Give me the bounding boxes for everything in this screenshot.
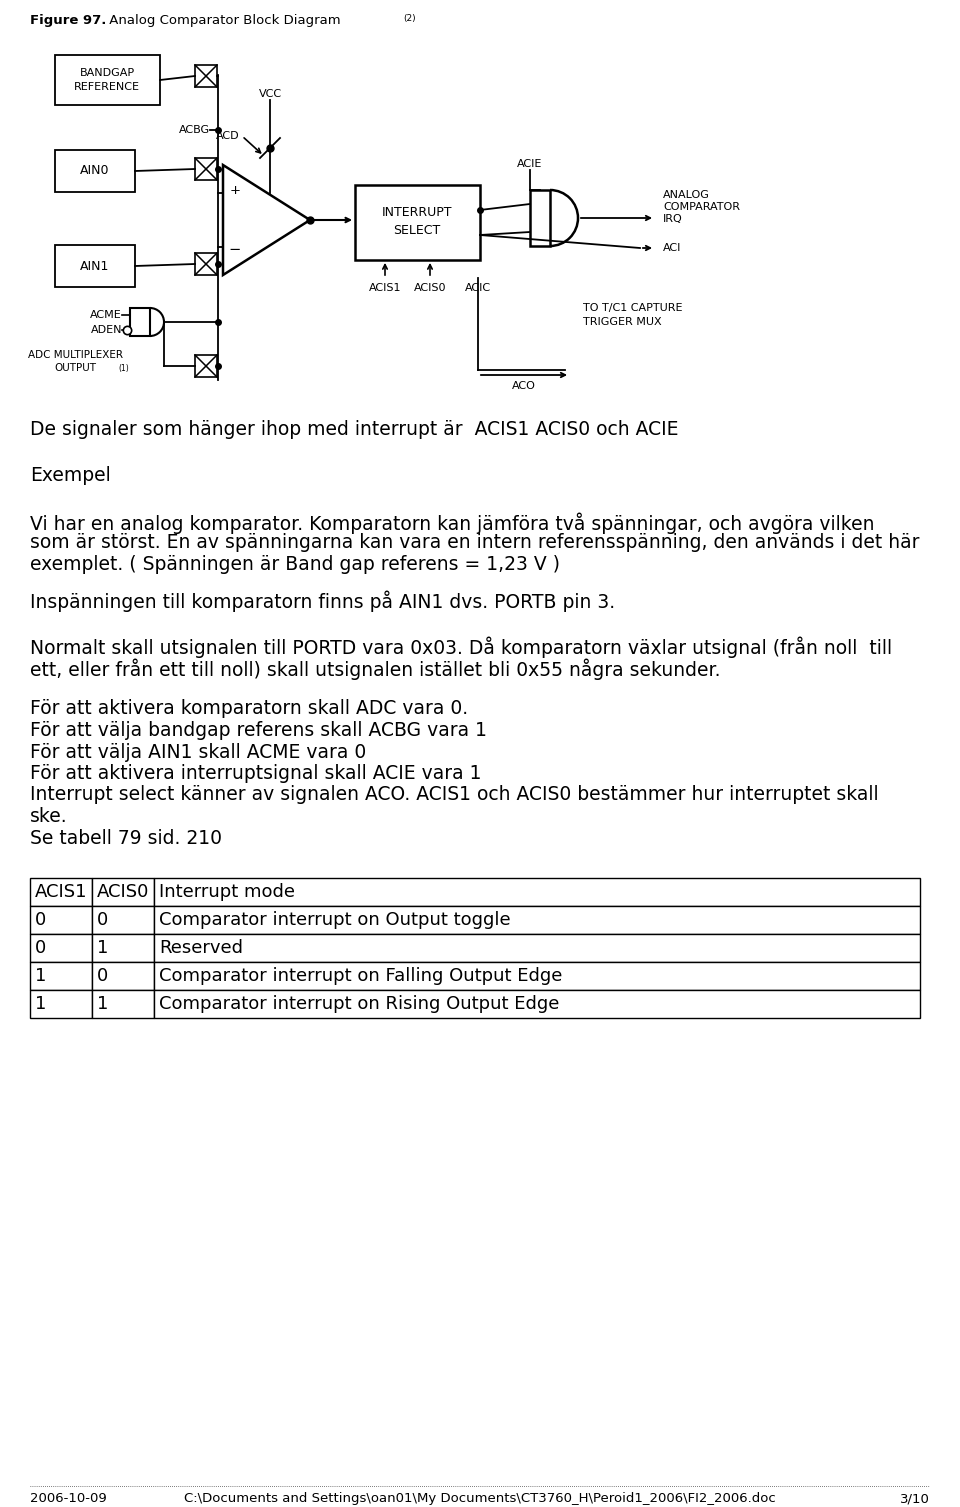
Text: För att aktivera komparatorn skall ADC vara 0.: För att aktivera komparatorn skall ADC v… [30,699,468,719]
Text: C:\Documents and Settings\oan01\My Documents\CT3760_H\Peroid1_2006\FI2_2006.doc: C:\Documents and Settings\oan01\My Docum… [184,1492,776,1505]
Bar [154,879,920,906]
Text: COMPARATOR: COMPARATOR [663,202,740,212]
Text: ADC MULTIPLEXER: ADC MULTIPLEXER [28,350,123,360]
Bar [195,65,217,87]
Bar [30,906,92,934]
Text: Se tabell 79 sid. 210: Se tabell 79 sid. 210 [30,829,222,847]
Text: 1: 1 [97,939,108,957]
Text: Reserved: Reserved [159,939,243,957]
Text: För att välja bandgap referens skall ACBG vara 1: För att välja bandgap referens skall ACB… [30,720,487,740]
Text: ske.: ske. [30,808,67,826]
Text: Figure 97.: Figure 97. [30,14,107,27]
Text: För att aktivera interruptsignal skall ACIE vara 1: För att aktivera interruptsignal skall A… [30,764,482,784]
Text: Inspänningen till komparatorn finns på AIN1 dvs. PORTB pin 3.: Inspänningen till komparatorn finns på A… [30,591,615,612]
Text: Vi har en analog komparator. Komparatorn kan jämföra två spänningar, och avgöra : Vi har en analog komparator. Komparatorn… [30,512,875,533]
Bar [92,906,154,934]
Text: Comparator interrupt on Falling Output Edge: Comparator interrupt on Falling Output E… [159,967,563,986]
Text: 2006-10-09: 2006-10-09 [30,1492,107,1505]
Text: ANALOG: ANALOG [663,190,709,200]
Text: ACIS0: ACIS0 [414,283,446,292]
Text: 1: 1 [35,967,46,986]
Text: 1: 1 [97,995,108,1013]
Text: INTERRUPT: INTERRUPT [382,205,452,219]
Bar [355,185,480,261]
Bar [130,307,150,336]
Text: BANDGAP: BANDGAP [80,68,134,78]
Text: Exempel: Exempel [30,466,110,485]
Bar [154,906,920,934]
Text: ACIS1: ACIS1 [35,883,87,901]
Text: Normalt skall utsignalen till PORTD vara 0x03. Då komparatorn växlar utsignal (f: Normalt skall utsignalen till PORTD vara… [30,636,892,659]
Text: som är störst. En av spänningarna kan vara en intern referensspänning, den använ: som är störst. En av spänningarna kan va… [30,533,920,553]
Text: 0: 0 [35,939,46,957]
Bar [195,356,217,377]
Text: exemplet. ( Spänningen är Band gap referens = 1,23 V ): exemplet. ( Spänningen är Band gap refer… [30,555,560,574]
Bar [30,934,92,961]
Text: TO T/C1 CAPTURE: TO T/C1 CAPTURE [583,303,683,313]
Text: ADEN: ADEN [90,326,122,335]
Text: 1: 1 [35,995,46,1013]
Bar [92,934,154,961]
Bar [92,961,154,990]
Text: (2): (2) [403,14,416,23]
Bar [154,961,920,990]
Text: +: + [229,184,241,197]
Bar [195,158,217,179]
Text: Analog Comparator Block Diagram: Analog Comparator Block Diagram [105,14,341,27]
Text: Interrupt select känner av signalen ACO. ACIS1 och ACIS0 bestämmer hur interrupt: Interrupt select känner av signalen ACO.… [30,785,878,805]
Bar [30,961,92,990]
Text: OUTPUT: OUTPUT [54,363,96,374]
Text: Comparator interrupt on Output toggle: Comparator interrupt on Output toggle [159,912,511,928]
Bar [30,879,92,906]
Bar [154,990,920,1019]
Text: AIN1: AIN1 [81,259,109,273]
Text: ett, eller från ett till noll) skall utsignalen istället bli 0x55 några sekunder: ett, eller från ett till noll) skall uts… [30,659,721,680]
Bar [55,151,135,191]
Text: För att välja AIN1 skall ACME vara 0: För att välja AIN1 skall ACME vara 0 [30,743,367,761]
Text: REFERENCE: REFERENCE [74,81,140,92]
Text: (1): (1) [118,365,129,374]
Text: TRIGGER MUX: TRIGGER MUX [583,316,661,327]
Bar [530,190,550,246]
Text: Comparator interrupt on Rising Output Edge: Comparator interrupt on Rising Output Ed… [159,995,560,1013]
Text: ACIE: ACIE [517,160,542,169]
Text: De signaler som hänger ihop med interrupt är  ACIS1 ACIS0 och ACIE: De signaler som hänger ihop med interrup… [30,420,679,439]
Text: ACBG: ACBG [179,125,210,136]
Text: ACIS0: ACIS0 [97,883,150,901]
Text: ACIC: ACIC [465,283,492,292]
Text: ACIS1: ACIS1 [369,283,401,292]
Bar [92,990,154,1019]
Text: 0: 0 [35,912,46,928]
Bar [55,54,160,105]
Text: SELECT: SELECT [394,223,441,237]
Bar [30,990,92,1019]
Text: ACI: ACI [663,243,682,253]
Text: IRQ: IRQ [663,214,683,225]
Text: ACO: ACO [512,381,536,390]
Text: ACD: ACD [216,131,240,142]
Text: AIN0: AIN0 [81,164,109,178]
Text: ACME: ACME [90,310,122,319]
Text: 3/10: 3/10 [900,1492,930,1505]
Bar [154,934,920,961]
Text: 0: 0 [97,967,108,986]
Text: −: − [228,241,241,256]
Bar [55,246,135,286]
Text: VCC: VCC [258,89,281,99]
Bar [92,879,154,906]
Text: 0: 0 [97,912,108,928]
Text: Interrupt mode: Interrupt mode [159,883,295,901]
Bar [195,253,217,274]
